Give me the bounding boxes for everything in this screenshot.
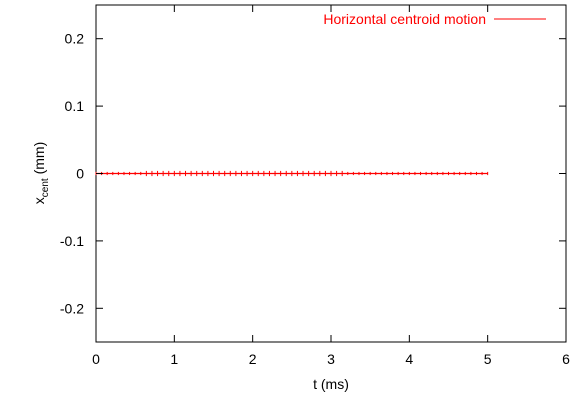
- y-tick-label: 0.1: [65, 98, 85, 114]
- y-axis-title: xcent (mm): [31, 142, 51, 204]
- x-tick-label: 1: [170, 351, 178, 367]
- y-axis-title-main: x: [31, 197, 47, 204]
- y-axis-title-unit: (mm): [31, 142, 47, 179]
- x-tick-label: 3: [327, 351, 335, 367]
- legend: Horizontal centroid motion: [323, 11, 546, 27]
- x-axis-title: t (ms): [313, 376, 349, 392]
- y-axis-title-subscript: cent: [40, 178, 51, 197]
- y-tick-label: -0.2: [60, 300, 84, 316]
- x-tick-label: 2: [249, 351, 257, 367]
- y-tick-label: 0.2: [65, 31, 85, 47]
- x-tick-label: 0: [92, 351, 100, 367]
- y-tick-label: 0: [76, 166, 84, 182]
- legend-label: Horizontal centroid motion: [323, 11, 486, 27]
- y-tick-label: -0.1: [60, 233, 84, 249]
- x-tick-label: 4: [405, 351, 413, 367]
- x-tick-label: 5: [484, 351, 492, 367]
- x-tick-label: 6: [562, 351, 570, 367]
